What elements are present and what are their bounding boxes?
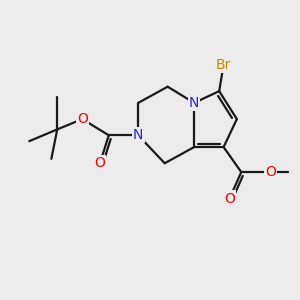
Text: N: N <box>133 128 143 142</box>
Text: O: O <box>77 112 88 126</box>
Text: O: O <box>94 156 105 170</box>
Text: Br: Br <box>216 58 231 72</box>
Text: O: O <box>224 192 235 206</box>
Text: O: O <box>265 165 276 179</box>
Text: N: N <box>189 96 200 110</box>
